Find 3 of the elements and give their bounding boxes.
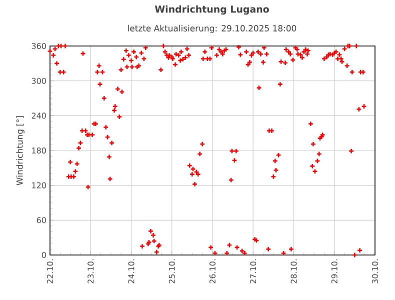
chart-title: Windrichtung Lugano — [154, 5, 269, 15]
y-axis-title: Windrichtung [°] — [16, 116, 24, 186]
chart-subtitle: letzte Aktualisierung: 29.10.2025 18:00 — [128, 24, 296, 34]
